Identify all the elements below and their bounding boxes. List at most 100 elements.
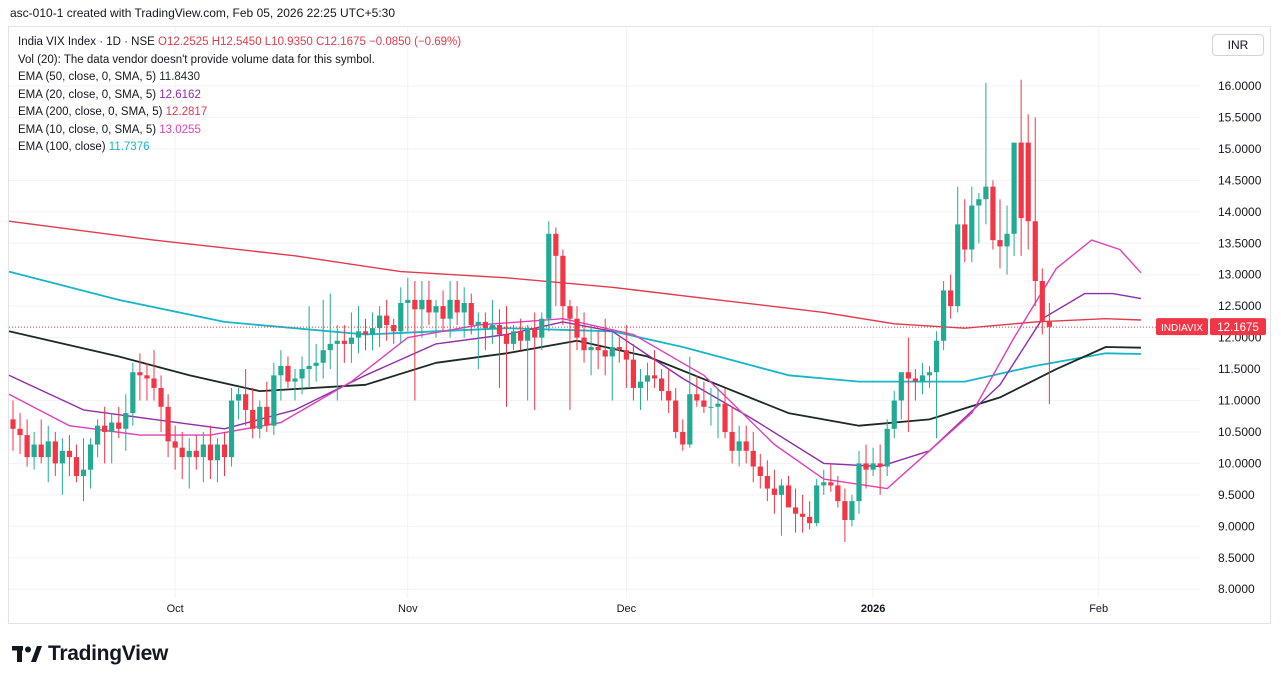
candle-body [637, 381, 644, 388]
candle-body [518, 331, 524, 341]
candle-body [842, 501, 848, 521]
candle [158, 375, 164, 432]
candle-body [807, 516, 813, 524]
volume-note: Vol (20): The data vendor doesn't provid… [18, 53, 375, 66]
candle [475, 312, 481, 370]
y-tick-label: 9.5000 [1218, 488, 1255, 502]
candle-body [948, 290, 954, 307]
indicator-value: 12.6162 [159, 88, 201, 101]
y-tick-label: 15.0000 [1218, 142, 1262, 156]
candle [997, 199, 1003, 269]
candle-body [447, 299, 453, 319]
candle-body [560, 255, 566, 307]
candle-body [172, 441, 178, 448]
candle-body [602, 350, 608, 357]
candle-body [729, 431, 735, 451]
candle [278, 350, 284, 401]
volume-row[interactable]: Vol (20): The data vendor doesn't provid… [18, 52, 461, 70]
candle-body [475, 321, 481, 326]
candle [941, 280, 947, 351]
y-tick-label: 16.0000 [1218, 79, 1262, 93]
y-tick-label: 13.0000 [1218, 268, 1262, 282]
indicator-row-ema50[interactable]: EMA (50, close, 0, SMA, 5) 11.8430 [18, 69, 461, 87]
candle [1018, 79, 1024, 256]
indicator-row-ema10[interactable]: EMA (10, close, 0, SMA, 5) 13.0255 [18, 122, 461, 140]
candle [800, 494, 806, 533]
indicator-row-ema100[interactable]: EMA (100, close) 11.7376 [18, 139, 461, 157]
candle [73, 444, 80, 483]
candle [433, 299, 439, 338]
candle [66, 435, 72, 476]
candle [151, 350, 157, 401]
candle-body [243, 394, 249, 410]
candle-body [581, 337, 587, 351]
candle-body [926, 372, 933, 376]
candle [10, 400, 16, 451]
candle [792, 488, 799, 533]
candle-body [24, 435, 30, 458]
candle [348, 312, 354, 363]
indicator-label: EMA (50, close, 0, SMA, 5) [18, 71, 157, 83]
candle [637, 369, 644, 410]
candle-body [800, 513, 806, 517]
candle [426, 280, 432, 326]
candle-body [362, 331, 369, 335]
chart-frame [8, 26, 1271, 624]
candle-body [355, 331, 362, 338]
candle [116, 406, 122, 439]
candle-body [384, 315, 390, 326]
candle [200, 431, 206, 483]
symbol-row[interactable]: India VIX Index · 1D · NSE O12.2525 H12.… [18, 34, 461, 52]
candle-body [137, 372, 143, 376]
candle-body [588, 347, 594, 351]
candle [1025, 114, 1031, 250]
x-tick-label: Feb [1089, 603, 1108, 615]
candle [419, 280, 425, 338]
currency-button[interactable]: INR [1212, 34, 1264, 56]
candle [377, 306, 383, 348]
candle [1032, 117, 1038, 307]
candle-body [912, 378, 918, 382]
candle [546, 221, 552, 332]
y-tick-label: 14.5000 [1218, 173, 1262, 187]
candle [666, 369, 672, 414]
candle-body [941, 290, 947, 341]
indicator-row-ema20[interactable]: EMA (20, close, 0, SMA, 5) 12.6162 [18, 87, 461, 105]
candle-body [743, 441, 749, 451]
y-tick-label: 10.0000 [1218, 456, 1262, 470]
ema-lines [8, 220, 1142, 490]
symbol-tag [1156, 318, 1208, 336]
candle [863, 444, 869, 489]
candle-body [186, 450, 192, 458]
candle-body [919, 375, 926, 382]
candle-body [31, 444, 37, 458]
candle [948, 274, 954, 319]
candle [976, 192, 982, 244]
candle-body [440, 306, 446, 319]
ohlc-high: H12.5450 [211, 36, 262, 48]
candle-body [969, 205, 975, 250]
candle-body [17, 428, 23, 436]
tradingview-logo[interactable]: TradingView [12, 642, 168, 666]
candle-body [109, 422, 115, 432]
candle-body [320, 350, 326, 363]
candle-body [644, 375, 651, 382]
candle-body [38, 444, 44, 458]
symbol-tag-label: INDIAVIX [1161, 323, 1203, 334]
candle-body [814, 485, 820, 524]
candle [588, 325, 594, 376]
candle-body [482, 321, 488, 329]
candle-body [821, 482, 827, 486]
indicator-label: EMA (200, close, 0, SMA, 5) [18, 106, 163, 118]
candle [814, 479, 820, 527]
indicator-row-ema200[interactable]: EMA (200, close, 0, SMA, 5) 12.2817 [18, 104, 461, 122]
candle [595, 331, 601, 370]
candle-body [334, 340, 340, 344]
ema10-line [8, 239, 1142, 490]
ema20-line [8, 292, 1142, 468]
candle [236, 387, 242, 420]
candle [306, 306, 312, 388]
candle-body [933, 340, 940, 373]
y-tick-label: 13.5000 [1218, 236, 1262, 250]
